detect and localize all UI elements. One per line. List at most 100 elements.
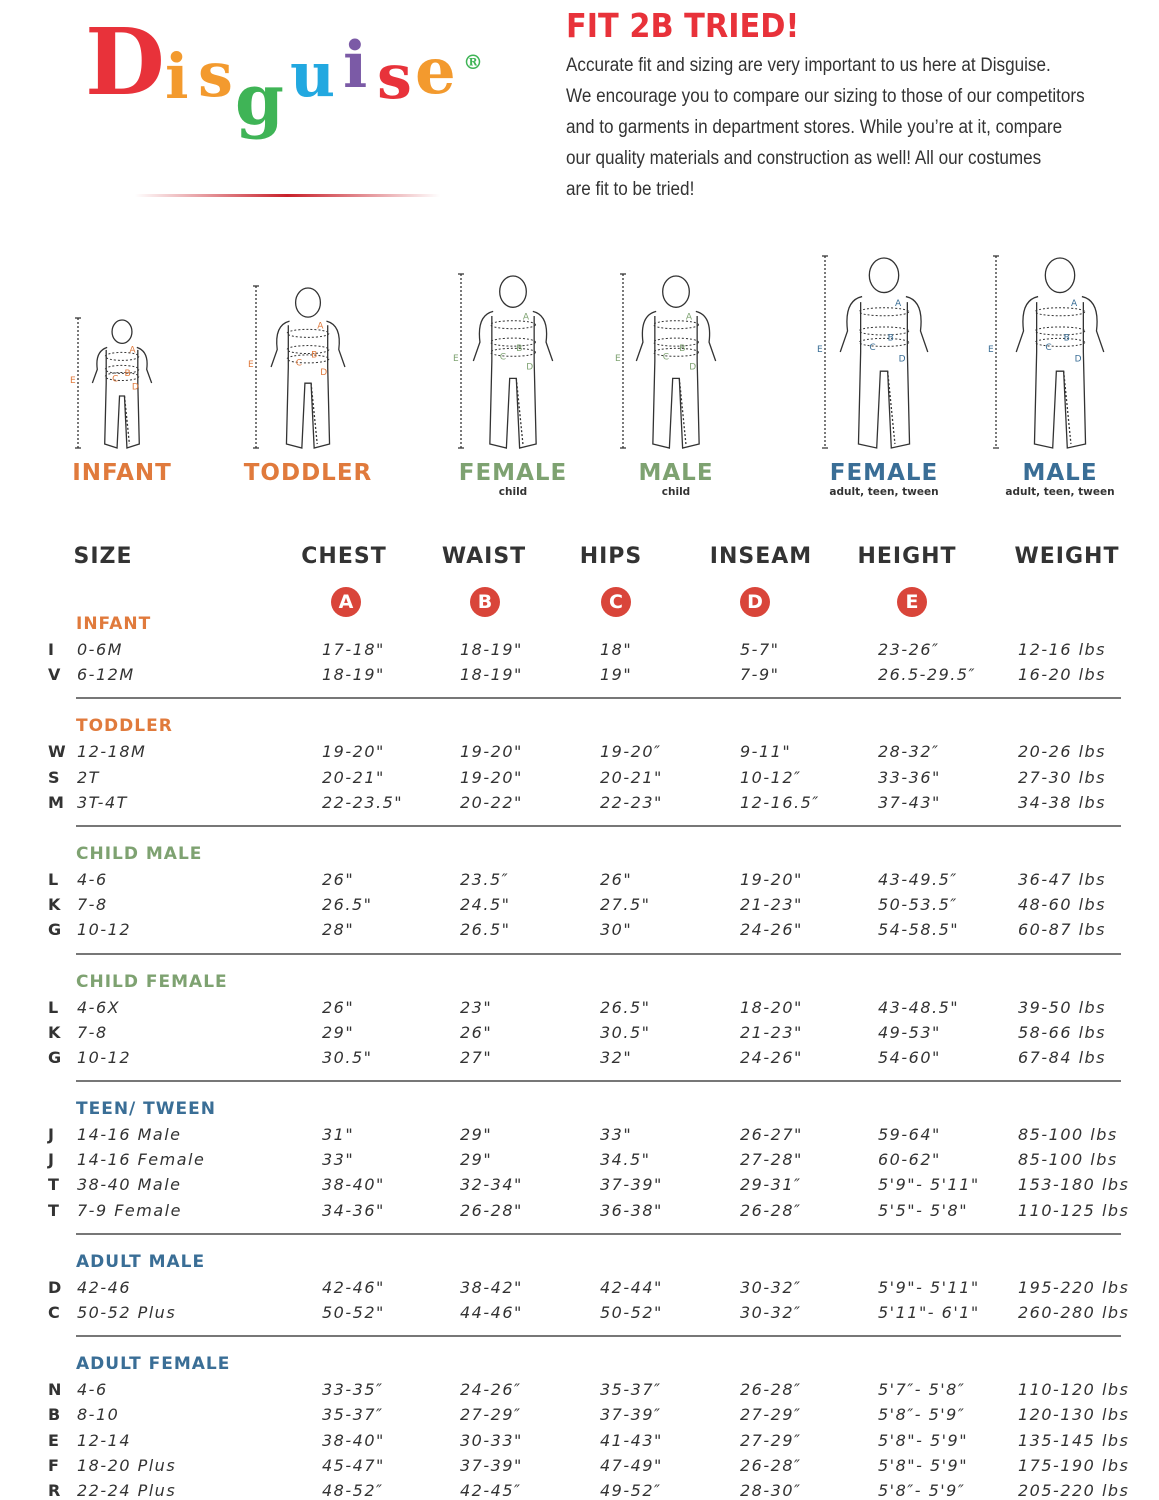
waist-cell: 27-29″ — [460, 1405, 522, 1425]
weight-cell: 39-50 lbs — [1018, 997, 1107, 1017]
figure-toddler--icon: A BC D E — [248, 285, 346, 449]
size-cell: 14-16 Female — [77, 1150, 206, 1170]
chest-cell: 26.5" — [322, 895, 373, 915]
chest-cell: 48-52″ — [322, 1480, 384, 1500]
size-code-cell: T — [48, 1200, 59, 1220]
size-code-cell: K — [48, 1022, 61, 1042]
logo-letter: u — [290, 38, 336, 111]
measure-mark: D — [689, 363, 696, 373]
waist-cell: 18-19" — [460, 640, 523, 659]
size-code-cell: R — [48, 1480, 61, 1500]
measure-mark: A — [129, 346, 136, 356]
weight-cell: 135-145 lbs — [1018, 1430, 1130, 1450]
hips-cell: 42-44" — [600, 1277, 663, 1297]
height-cell: 43-48.5" — [878, 997, 960, 1017]
weight-cell: 120-130 lbs — [1018, 1405, 1130, 1425]
measure-badge-a: A — [331, 587, 361, 617]
chest-cell: 26" — [322, 997, 355, 1017]
height-cell: 54-58.5" — [878, 920, 960, 940]
logo-letter: D — [85, 8, 165, 116]
measure-mark: B — [516, 344, 522, 354]
hips-cell: 37-39" — [600, 1175, 663, 1195]
size-code-cell: N — [48, 1380, 62, 1400]
table-row: G 10-12 30.5" 27" 32" 24-26" 54-60" 67-84 lbs — [0, 1045, 1159, 1070]
measure-mark: E — [615, 354, 621, 364]
hips-cell: 49-52″ — [600, 1480, 662, 1500]
size-cell: 7-9 Female — [77, 1200, 182, 1220]
section-title: TODDLER — [76, 716, 173, 737]
size-cell: 38-40 Male — [77, 1175, 182, 1195]
intro-text: Accurate fit and sizing are very importa… — [566, 50, 1088, 205]
size-cell: 14-16 Male — [77, 1125, 182, 1145]
table-row: N 4-6 33-35″ 24-26″ 35-37″ 26-28″ 5'7″- 5'8″ 11… — [0, 1377, 1159, 1402]
size-cell: 3T-4T — [77, 792, 128, 812]
table-row: V 6-12M 18-19" 18-19" 19" 7-9" 26.5-29.5″ 16-20… — [0, 662, 1159, 687]
inseam-cell: 24-26" — [740, 1047, 803, 1067]
size-cell: 18-20 Plus — [77, 1455, 177, 1475]
figure-label: FEMALE — [458, 460, 568, 486]
intro-line: are fit to be tried! — [566, 179, 695, 200]
table-row: F 18-20 Plus 45-47" 37-39" 47-49" 26-28″ 5'8"-… — [0, 1453, 1159, 1478]
weight-cell: 60-87 lbs — [1018, 920, 1107, 940]
chest-cell: 28" — [322, 920, 355, 940]
logo-letter: i — [343, 28, 368, 103]
hips-cell: 30.5" — [600, 1022, 651, 1042]
intro-line: our quality materials and construction a… — [566, 148, 1042, 169]
inseam-cell: 10-12″ — [740, 767, 802, 787]
figure-female-adult-icon: A B C D E — [817, 255, 929, 449]
inseam-cell: 28-30″ — [740, 1480, 802, 1500]
chest-cell: 17-18" — [322, 640, 385, 659]
column-header-hips: HIPS — [579, 544, 643, 569]
table-row: J 14-16 Male 31" 29" 33" 26-27" 59-64" 85-100 l… — [0, 1122, 1159, 1147]
weight-cell: 175-190 lbs — [1018, 1455, 1130, 1475]
size-cell: 42-46 — [77, 1277, 131, 1297]
chest-cell: 38-40" — [322, 1430, 385, 1450]
logo-letter: s — [198, 38, 233, 111]
weight-cell: 85-100 lbs — [1018, 1150, 1118, 1170]
measure-badge-d: D — [740, 587, 770, 617]
height-cell: 54-60" — [878, 1047, 941, 1067]
hips-cell: 27.5" — [600, 895, 651, 915]
size-code-cell: V — [48, 665, 61, 685]
table-row: W 12-18M 19-20" 19-20" 19-20″ 9-11" 28-32″ 20-2… — [0, 739, 1159, 764]
hips-cell: 19-20″ — [600, 742, 662, 762]
size-cell: 7-8 — [77, 895, 108, 915]
measure-mark: D — [899, 355, 906, 365]
measure-mark: A — [1071, 299, 1078, 309]
chest-cell: 30.5" — [322, 1047, 373, 1067]
size-cell: 4-6 — [77, 1380, 108, 1400]
weight-cell: 110-125 lbs — [1018, 1200, 1130, 1220]
hips-cell: 20-21" — [600, 767, 663, 787]
hips-cell: 22-23" — [600, 792, 663, 812]
height-cell: 5'8"- 5'9" — [878, 1455, 969, 1475]
section-adult-male: ADULT MALE D 42-46 42-46" 38-42" 42-44" 30-32″… — [0, 1250, 1159, 1338]
column-header-chest: CHEST — [301, 544, 387, 569]
figure-label: TODDLER — [243, 460, 373, 486]
weight-cell: 20-26 lbs — [1018, 742, 1107, 762]
inseam-cell: 21-23" — [740, 895, 803, 915]
size-code-cell: W — [48, 742, 66, 762]
table-row: T 7-9 Female 34-36" 26-28" 36-38" 26-28″ 5'5"-… — [0, 1198, 1159, 1223]
section-title: ADULT MALE — [76, 1251, 206, 1272]
hips-cell: 37-39″ — [600, 1405, 662, 1425]
measure-mark: C — [112, 375, 118, 385]
section-title: CHILD FEMALE — [76, 971, 228, 992]
figure-male-adult-icon: A B C D E — [988, 255, 1105, 449]
size-cell: 4-6X — [77, 997, 121, 1017]
weight-cell: 16-20 lbs — [1018, 665, 1107, 685]
table-row: M 3T-4T 22-23.5" 20-22" 22-23" 12-16.5″ 37-43"… — [0, 790, 1159, 815]
waist-cell: 23" — [460, 997, 493, 1017]
size-code-cell: S — [48, 767, 60, 787]
hips-cell: 32" — [600, 1047, 633, 1067]
hips-cell: 41-43" — [600, 1430, 663, 1450]
figure-female-child-icon: A BC D E — [453, 273, 554, 449]
size-code-cell: F — [48, 1455, 59, 1475]
waist-cell: 30-33" — [460, 1430, 523, 1450]
size-cell: 8-10 — [77, 1405, 120, 1425]
measure-mark: C — [663, 352, 669, 362]
measure-mark: C — [869, 343, 875, 353]
logo-letter: g — [235, 58, 284, 141]
size-cell: 10-12 — [77, 920, 131, 940]
column-header-size: SIZE — [73, 544, 133, 569]
measure-mark: C — [500, 352, 506, 362]
